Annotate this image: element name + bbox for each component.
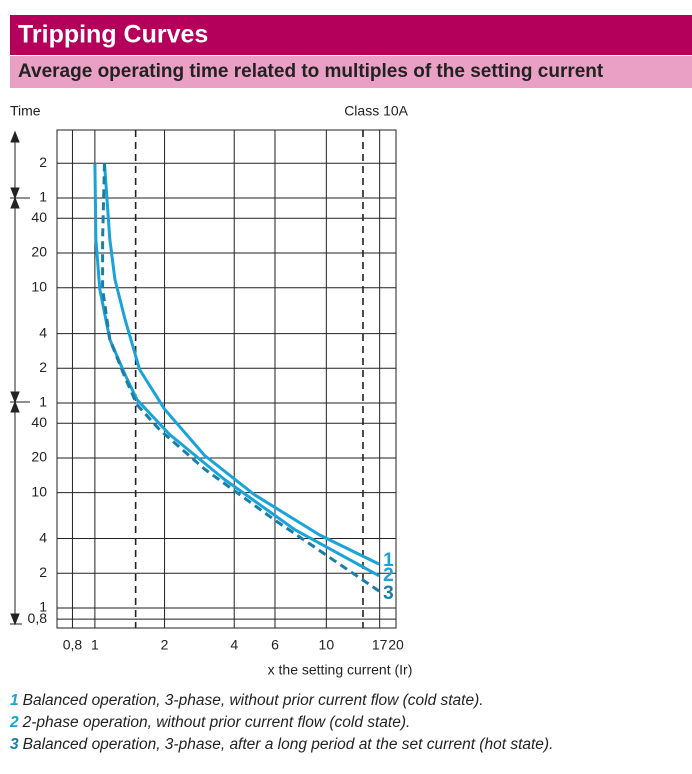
y-tick-label: 2	[39, 359, 47, 375]
note-number: 1	[10, 692, 19, 709]
curve-label: 2	[383, 565, 394, 586]
x-tick-label: 4	[230, 637, 238, 653]
time-unit-arrows	[10, 130, 30, 626]
note-number: 3	[10, 736, 19, 753]
y-tick-label: 10	[31, 483, 47, 499]
y-tick-label: 0,8	[28, 610, 48, 626]
subtitle: Average operating time related to multip…	[18, 61, 604, 82]
curve-label: 1	[383, 550, 394, 571]
y-tick-label: 20	[31, 244, 47, 260]
x-tick-label: 1	[91, 637, 99, 653]
note-number: 2	[9, 714, 19, 731]
subtitle-bar	[10, 56, 692, 88]
y-tick-label: 1	[39, 394, 47, 410]
title: Tripping Curves	[18, 21, 208, 49]
x-tick-label: 0,8	[63, 637, 83, 653]
annotation: Class 10A	[344, 103, 408, 119]
curve	[93, 163, 380, 578]
note: 3 Balanced operation, 3-phase, after a lo…	[10, 736, 553, 753]
y-label: Time	[10, 103, 41, 119]
y-tick-label: 1	[39, 599, 47, 615]
x-tick-label: 6	[271, 637, 279, 653]
y-tick-label: 4	[39, 324, 47, 340]
x-tick-label: 20	[388, 637, 404, 653]
x-tick-label: 2	[161, 637, 169, 653]
y-tick-label: 10	[31, 278, 47, 294]
y-tick-label: 40	[31, 209, 47, 225]
y-tick-label: 2	[39, 564, 47, 580]
note-text: Balanced operation, 3-phase, after a lon…	[23, 736, 554, 753]
note: 1 Balanced operation, 3-phase, without pr…	[10, 692, 484, 709]
title-bar	[10, 15, 692, 55]
x-label: x the setting current (Ir)	[268, 662, 413, 678]
note: 2 2-phase operation, without prior curren…	[9, 714, 410, 731]
x-tick-label: 10	[319, 637, 335, 653]
note-text: Balanced operation, 3-phase, without pri…	[23, 692, 484, 709]
y-tick-label: 2	[39, 154, 47, 170]
y-tick-label: 1	[39, 189, 47, 205]
y-tick-label: 20	[31, 449, 47, 465]
x-tick-label: 17	[372, 637, 388, 653]
y-tick-label: 4	[39, 529, 47, 545]
curve-label: 3	[383, 583, 394, 604]
curve	[103, 163, 380, 566]
y-tick-label: 40	[31, 414, 47, 430]
curve	[101, 163, 380, 593]
note-text: 2-phase operation, without prior current…	[22, 714, 411, 731]
